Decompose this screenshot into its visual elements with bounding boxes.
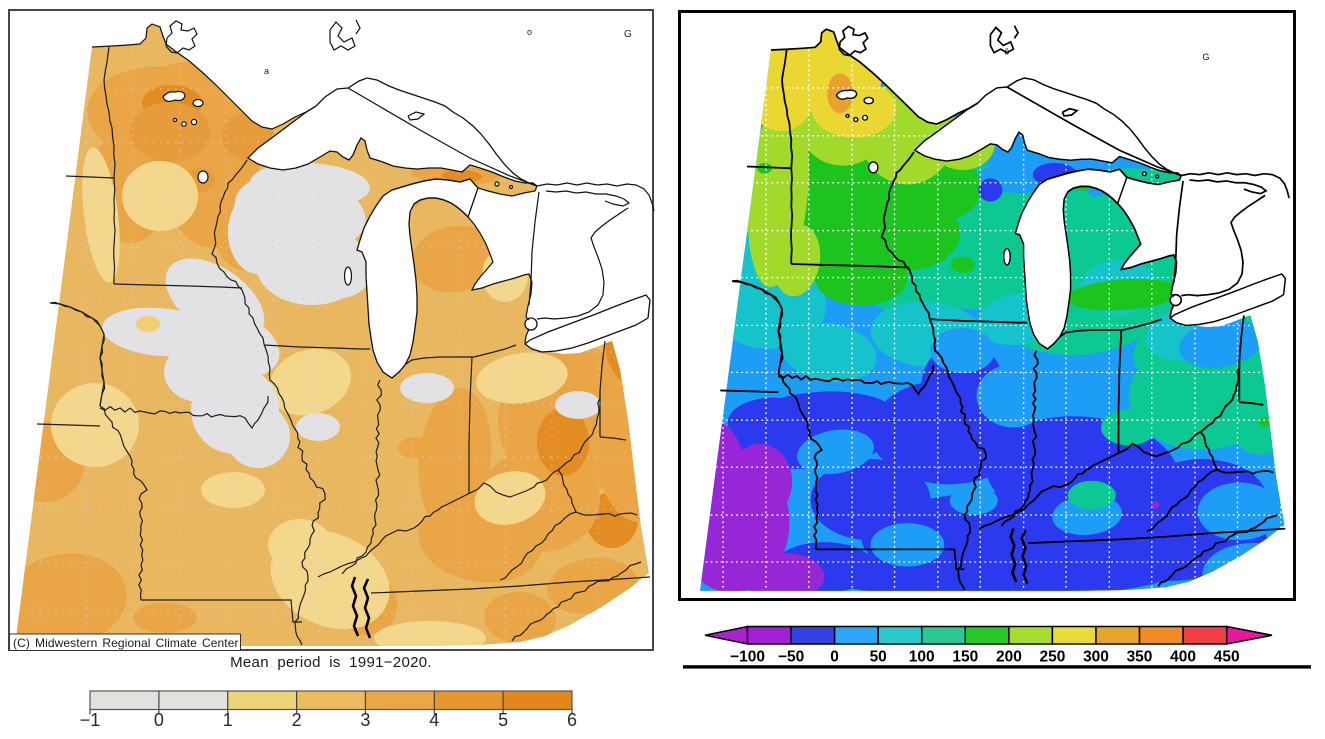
svg-text:400: 400 [1170, 649, 1196, 666]
svg-text:G: G [624, 29, 632, 40]
svg-text:2: 2 [292, 710, 302, 730]
svg-text:a: a [264, 66, 269, 76]
svg-text:Mean period is 1991−2020.: Mean period is 1991−2020. [230, 654, 432, 671]
svg-text:(C) Midwestern Regional Climat: (C) Midwestern Regional Climate Center [13, 636, 239, 650]
svg-text:5: 5 [498, 710, 508, 730]
svg-text:300: 300 [1083, 649, 1109, 666]
svg-text:G: G [1202, 52, 1209, 62]
svg-text:−100: −100 [730, 649, 765, 666]
svg-text:150: 150 [952, 649, 978, 666]
svg-text:6: 6 [567, 710, 577, 730]
svg-text:350: 350 [1127, 649, 1153, 666]
svg-text:ö: ö [1004, 47, 1009, 57]
svg-text:100: 100 [909, 649, 935, 666]
svg-text:450: 450 [1214, 649, 1240, 666]
svg-text:250: 250 [1039, 649, 1065, 666]
svg-text:−1: −1 [80, 710, 101, 730]
svg-text:−50: −50 [778, 649, 804, 666]
svg-text:200: 200 [996, 649, 1022, 666]
svg-text:0: 0 [830, 649, 839, 666]
svg-text:1: 1 [223, 710, 233, 730]
svg-text:o: o [527, 27, 532, 37]
svg-text:3: 3 [360, 710, 370, 730]
svg-text:0: 0 [154, 710, 164, 730]
svg-text:4: 4 [429, 710, 439, 730]
svg-text:50: 50 [870, 649, 887, 666]
